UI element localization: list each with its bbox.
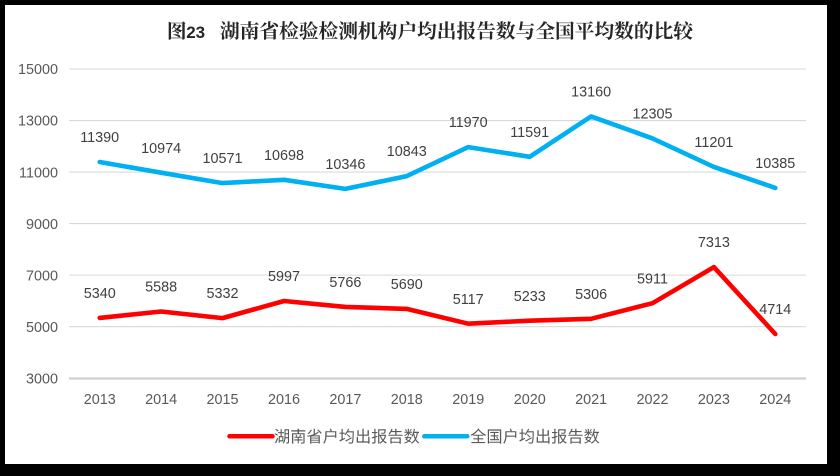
svg-text:2015: 2015 (206, 392, 238, 408)
svg-text:4714: 4714 (759, 302, 791, 318)
svg-text:2019: 2019 (452, 392, 484, 408)
svg-text:2023: 2023 (698, 392, 730, 408)
svg-text:13160: 13160 (571, 85, 611, 101)
svg-text:9000: 9000 (26, 217, 58, 233)
svg-text:10974: 10974 (141, 141, 181, 157)
svg-text:2021: 2021 (575, 392, 607, 408)
svg-text:5000: 5000 (26, 320, 58, 336)
svg-text:2024: 2024 (759, 392, 791, 408)
svg-text:5340: 5340 (84, 286, 116, 302)
svg-text:11970: 11970 (449, 115, 488, 131)
svg-text:2020: 2020 (514, 392, 546, 408)
svg-text:5117: 5117 (453, 292, 484, 308)
svg-text:5911: 5911 (637, 271, 668, 287)
svg-text:3000: 3000 (26, 371, 58, 387)
svg-text:5766: 5766 (329, 275, 361, 291)
svg-text:5332: 5332 (206, 286, 238, 302)
svg-text:5588: 5588 (145, 280, 177, 296)
svg-text:7000: 7000 (26, 268, 58, 284)
svg-text:11591: 11591 (510, 125, 549, 141)
svg-text:10698: 10698 (264, 148, 304, 164)
svg-text:2017: 2017 (329, 392, 361, 408)
svg-text:10385: 10385 (755, 156, 795, 172)
svg-text:7313: 7313 (698, 235, 730, 251)
svg-text:13000: 13000 (18, 114, 58, 130)
svg-text:11000: 11000 (19, 165, 58, 181)
svg-text:5690: 5690 (391, 277, 423, 293)
svg-text:2022: 2022 (636, 392, 668, 408)
svg-text:2014: 2014 (145, 392, 177, 408)
svg-text:23: 23 (186, 23, 205, 42)
svg-text:10571: 10571 (202, 151, 242, 167)
svg-text:10346: 10346 (325, 157, 365, 173)
svg-text:2018: 2018 (391, 392, 423, 408)
svg-text:11390: 11390 (80, 130, 119, 146)
svg-text:2016: 2016 (268, 392, 300, 408)
svg-text:5233: 5233 (514, 289, 546, 305)
svg-text:15000: 15000 (18, 62, 58, 78)
svg-text:5997: 5997 (268, 269, 300, 285)
svg-text:10843: 10843 (387, 144, 427, 160)
svg-text:11201: 11201 (694, 135, 733, 151)
svg-text:2013: 2013 (84, 392, 116, 408)
svg-text:5306: 5306 (575, 287, 607, 303)
svg-text:12305: 12305 (632, 107, 672, 123)
